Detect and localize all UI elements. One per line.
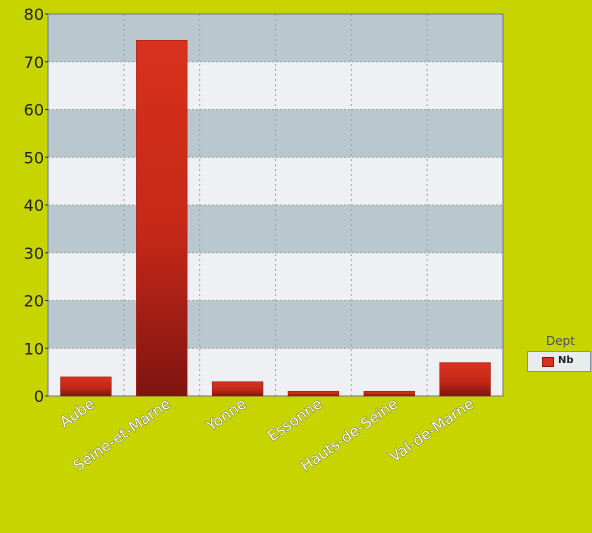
legend-label-nb: Nb bbox=[558, 355, 574, 366]
bar-aube bbox=[60, 376, 112, 397]
y-tick-label: 40 bbox=[24, 196, 44, 215]
bar-val-de-marne bbox=[439, 362, 491, 397]
bar-seine-et-marne bbox=[136, 40, 188, 397]
plot-band bbox=[48, 14, 503, 62]
x-tick-label: Essonne bbox=[264, 395, 326, 446]
y-tick-label: 0 bbox=[34, 387, 44, 406]
bar-yonne bbox=[211, 381, 264, 397]
y-tick-label: 10 bbox=[24, 339, 44, 358]
legend-swatch-nb bbox=[542, 357, 554, 367]
y-tick-label: 50 bbox=[24, 148, 44, 167]
legend-title: Dept bbox=[546, 334, 575, 348]
y-tick-label: 80 bbox=[24, 5, 44, 24]
y-tick-label: 70 bbox=[24, 53, 44, 72]
legend-box: Nb bbox=[527, 351, 591, 372]
x-tick-label: Val-de-Marne bbox=[386, 395, 477, 466]
y-tick-label: 30 bbox=[24, 244, 44, 263]
bar-hauts-de-seine bbox=[363, 390, 415, 397]
y-tick-label: 60 bbox=[24, 101, 44, 120]
x-tick-label: Yonne bbox=[202, 395, 250, 436]
x-tick-label: Aube bbox=[56, 395, 98, 432]
plot-band bbox=[48, 348, 503, 396]
bar-essonne bbox=[287, 390, 340, 397]
y-tick-label: 20 bbox=[24, 292, 44, 311]
